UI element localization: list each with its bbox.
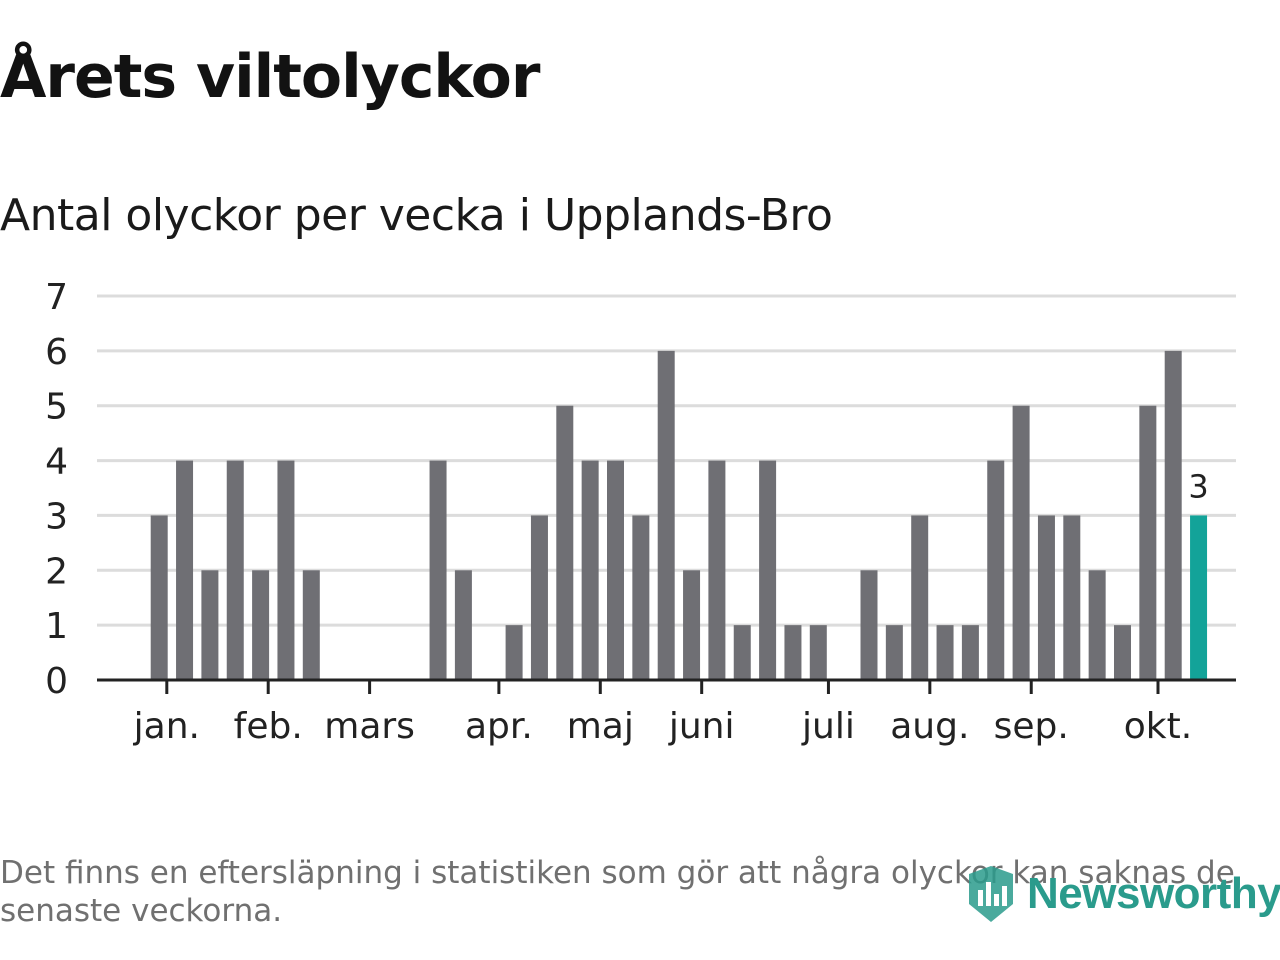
x-tick-label: maj xyxy=(567,706,634,747)
bar xyxy=(226,460,244,680)
bars xyxy=(150,350,1208,680)
bar xyxy=(708,460,726,680)
bar xyxy=(987,460,1005,680)
bar xyxy=(1139,405,1157,680)
bar xyxy=(607,460,624,680)
footnote: Det finns en eftersläpning i statistiken… xyxy=(0,855,1235,929)
y-tick-label: 7 xyxy=(45,277,68,318)
chart-title: Årets viltolyckor xyxy=(0,42,540,112)
bar xyxy=(252,570,270,680)
y-tick-label: 5 xyxy=(45,387,68,428)
bar xyxy=(150,515,168,680)
x-tick-label: juni xyxy=(668,706,735,747)
x-tick-label: mars xyxy=(324,706,415,747)
bar xyxy=(733,625,751,680)
data-label: 3 xyxy=(1188,467,1208,505)
bar xyxy=(1063,515,1081,680)
y-tick-label: 1 xyxy=(45,606,68,647)
chart-subtitle: Antal olyckor per vecka i Upplands-Bro xyxy=(0,190,833,241)
bar xyxy=(809,625,827,680)
y-axis-ticks: 0 1 2 3 4 5 6 7 xyxy=(45,277,68,702)
bar xyxy=(632,515,650,680)
x-tick-label: jan. xyxy=(133,706,200,747)
bar xyxy=(1012,405,1030,680)
y-tick-label: 4 xyxy=(45,442,68,483)
bar-chart: 0 1 2 3 4 5 6 7 jan. feb. mars apr. maj juni juli aug.… xyxy=(45,277,1236,747)
brand-name: Newsworthy xyxy=(1027,869,1280,918)
bar xyxy=(1164,350,1182,680)
x-tick-label: okt. xyxy=(1124,706,1192,747)
bar xyxy=(201,570,219,680)
brand-logo: Newsworthy xyxy=(965,862,1280,926)
bar xyxy=(454,570,472,680)
y-tick-label: 6 xyxy=(45,332,68,373)
bar xyxy=(176,460,194,680)
bar xyxy=(961,625,979,680)
newsworthy-logo-icon xyxy=(969,866,1013,922)
bar xyxy=(1190,515,1208,680)
bar xyxy=(911,515,929,680)
bar xyxy=(759,460,777,680)
bar xyxy=(860,570,878,680)
bar xyxy=(277,460,295,680)
bar xyxy=(885,625,903,680)
bar xyxy=(936,625,954,680)
data-labels: 3 xyxy=(1188,467,1208,505)
bar xyxy=(302,570,320,680)
bar xyxy=(505,625,523,680)
bar xyxy=(530,515,548,680)
y-tick-label: 0 xyxy=(45,661,68,702)
y-tick-label: 2 xyxy=(45,551,68,592)
y-tick-label: 3 xyxy=(45,496,68,537)
bar xyxy=(657,350,675,680)
bar xyxy=(1114,625,1131,680)
x-tick-label: aug. xyxy=(890,706,969,747)
bar xyxy=(556,405,574,680)
bar xyxy=(683,570,701,680)
x-axis: jan. feb. mars apr. maj juni juli aug. sep. okt. xyxy=(97,678,1236,747)
x-tick-label: sep. xyxy=(994,706,1069,747)
bar xyxy=(1088,570,1106,680)
bar xyxy=(784,625,802,680)
bar xyxy=(1037,515,1055,680)
bar xyxy=(429,460,447,680)
bar xyxy=(581,460,599,680)
x-tick-label: feb. xyxy=(234,706,303,747)
x-tick-label: juli xyxy=(801,706,855,747)
x-tick-label: apr. xyxy=(465,706,533,747)
